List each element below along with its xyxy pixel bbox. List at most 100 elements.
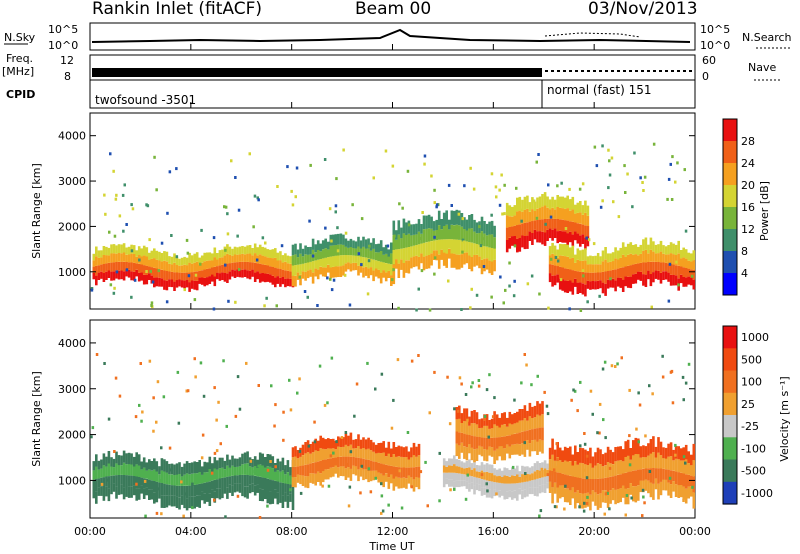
echo-cell <box>417 354 420 357</box>
echo-cell <box>163 251 166 261</box>
echo-cell <box>387 477 391 489</box>
echo-cell <box>515 186 518 190</box>
echo-cell <box>401 206 404 210</box>
echo-cell <box>649 274 653 287</box>
echo-cell <box>367 238 370 249</box>
echo-cell <box>160 257 163 261</box>
echo-cell <box>561 450 564 463</box>
freq-label: Freq. <box>6 52 33 65</box>
echo-cell <box>291 485 295 498</box>
echo-cell <box>173 475 176 486</box>
echo-cell <box>581 272 585 284</box>
echo-cell <box>461 238 465 242</box>
echo-cell <box>638 403 642 407</box>
echo-cell <box>256 484 259 493</box>
echo-cell <box>175 264 179 273</box>
echo-cell <box>108 230 111 234</box>
echo-cell <box>231 255 234 263</box>
echo-cell <box>637 271 640 280</box>
echo-cell <box>251 459 254 468</box>
echo-cell <box>427 255 431 269</box>
echo-cell <box>548 481 552 493</box>
echo-cell <box>412 479 416 492</box>
echo-cell <box>584 237 587 250</box>
echo-cell <box>654 261 658 271</box>
echo-cell <box>495 482 499 489</box>
echo-cell <box>122 243 126 253</box>
echo-cell <box>291 467 295 477</box>
echo-cell <box>469 166 472 170</box>
echo-cell <box>148 489 151 500</box>
echo-cell <box>168 256 171 264</box>
freq-trace-mode1 <box>92 68 542 77</box>
echo-cell <box>606 253 610 263</box>
echo-cell <box>596 431 599 435</box>
echo-cell <box>145 462 149 471</box>
echo-cell <box>206 277 209 286</box>
echo-cell <box>298 449 302 453</box>
echo-cell <box>601 478 605 491</box>
echo-cell <box>354 241 358 249</box>
echo-cell <box>425 242 428 256</box>
echo-cell <box>97 469 101 479</box>
echo-cell <box>574 262 577 271</box>
echo-cell <box>470 463 474 470</box>
echo-cell <box>626 254 630 266</box>
echo-cell <box>223 255 227 265</box>
echo-cell <box>198 471 201 484</box>
echo-cell <box>337 457 340 468</box>
echo-cell <box>319 473 322 486</box>
echo-cell <box>369 460 373 471</box>
echo-cell <box>523 441 526 445</box>
echo-cell <box>332 451 335 455</box>
echo-cell <box>329 458 333 468</box>
echo-cell <box>127 254 131 263</box>
echo-cell <box>616 250 620 260</box>
echo-cell <box>508 284 511 288</box>
echo-cell <box>316 250 320 260</box>
echo-cell <box>690 269 693 278</box>
nsearch-trace <box>544 32 641 38</box>
echo-cell <box>619 247 622 258</box>
echo-cell <box>468 459 471 468</box>
echo-cell <box>478 244 481 257</box>
echo-cell <box>324 459 327 470</box>
echo-cell <box>306 452 310 465</box>
echo-cell <box>374 462 378 471</box>
y-tick-label: 1000 <box>58 474 86 487</box>
echo-cell <box>674 275 678 286</box>
echo-cell <box>241 464 244 475</box>
echo-cell <box>402 233 406 249</box>
echo-cell <box>677 283 680 287</box>
echo-cell <box>400 238 403 249</box>
echo-cell <box>100 459 103 469</box>
echo-cell <box>178 272 181 280</box>
echo-cell <box>599 272 602 281</box>
echo-cell <box>163 471 166 484</box>
echo-cell <box>430 241 433 254</box>
echo-cell <box>258 452 262 465</box>
echo-cell <box>536 208 539 220</box>
echo-cell <box>306 295 309 299</box>
scatter-echoes <box>90 353 694 519</box>
echo-cell <box>564 227 568 230</box>
echo-cell <box>548 228 552 239</box>
echo-cell <box>692 460 696 477</box>
echo-cell <box>488 481 491 490</box>
echo-cell <box>382 262 385 270</box>
echo-cell <box>100 477 103 487</box>
echo-cell <box>367 471 370 483</box>
echo-cell <box>206 260 209 269</box>
echo-cell <box>558 208 562 220</box>
echo-cell <box>415 223 418 235</box>
echo-cell <box>546 469 549 476</box>
echo-cell <box>621 473 625 486</box>
echo-cell <box>423 154 427 158</box>
echo-cell <box>384 253 388 263</box>
echo-cell <box>334 210 337 214</box>
echo-cell <box>120 270 123 280</box>
echo-cell <box>160 483 164 496</box>
echo-cell <box>523 222 527 236</box>
echo-cell <box>591 412 594 416</box>
echo-cell <box>145 470 149 479</box>
